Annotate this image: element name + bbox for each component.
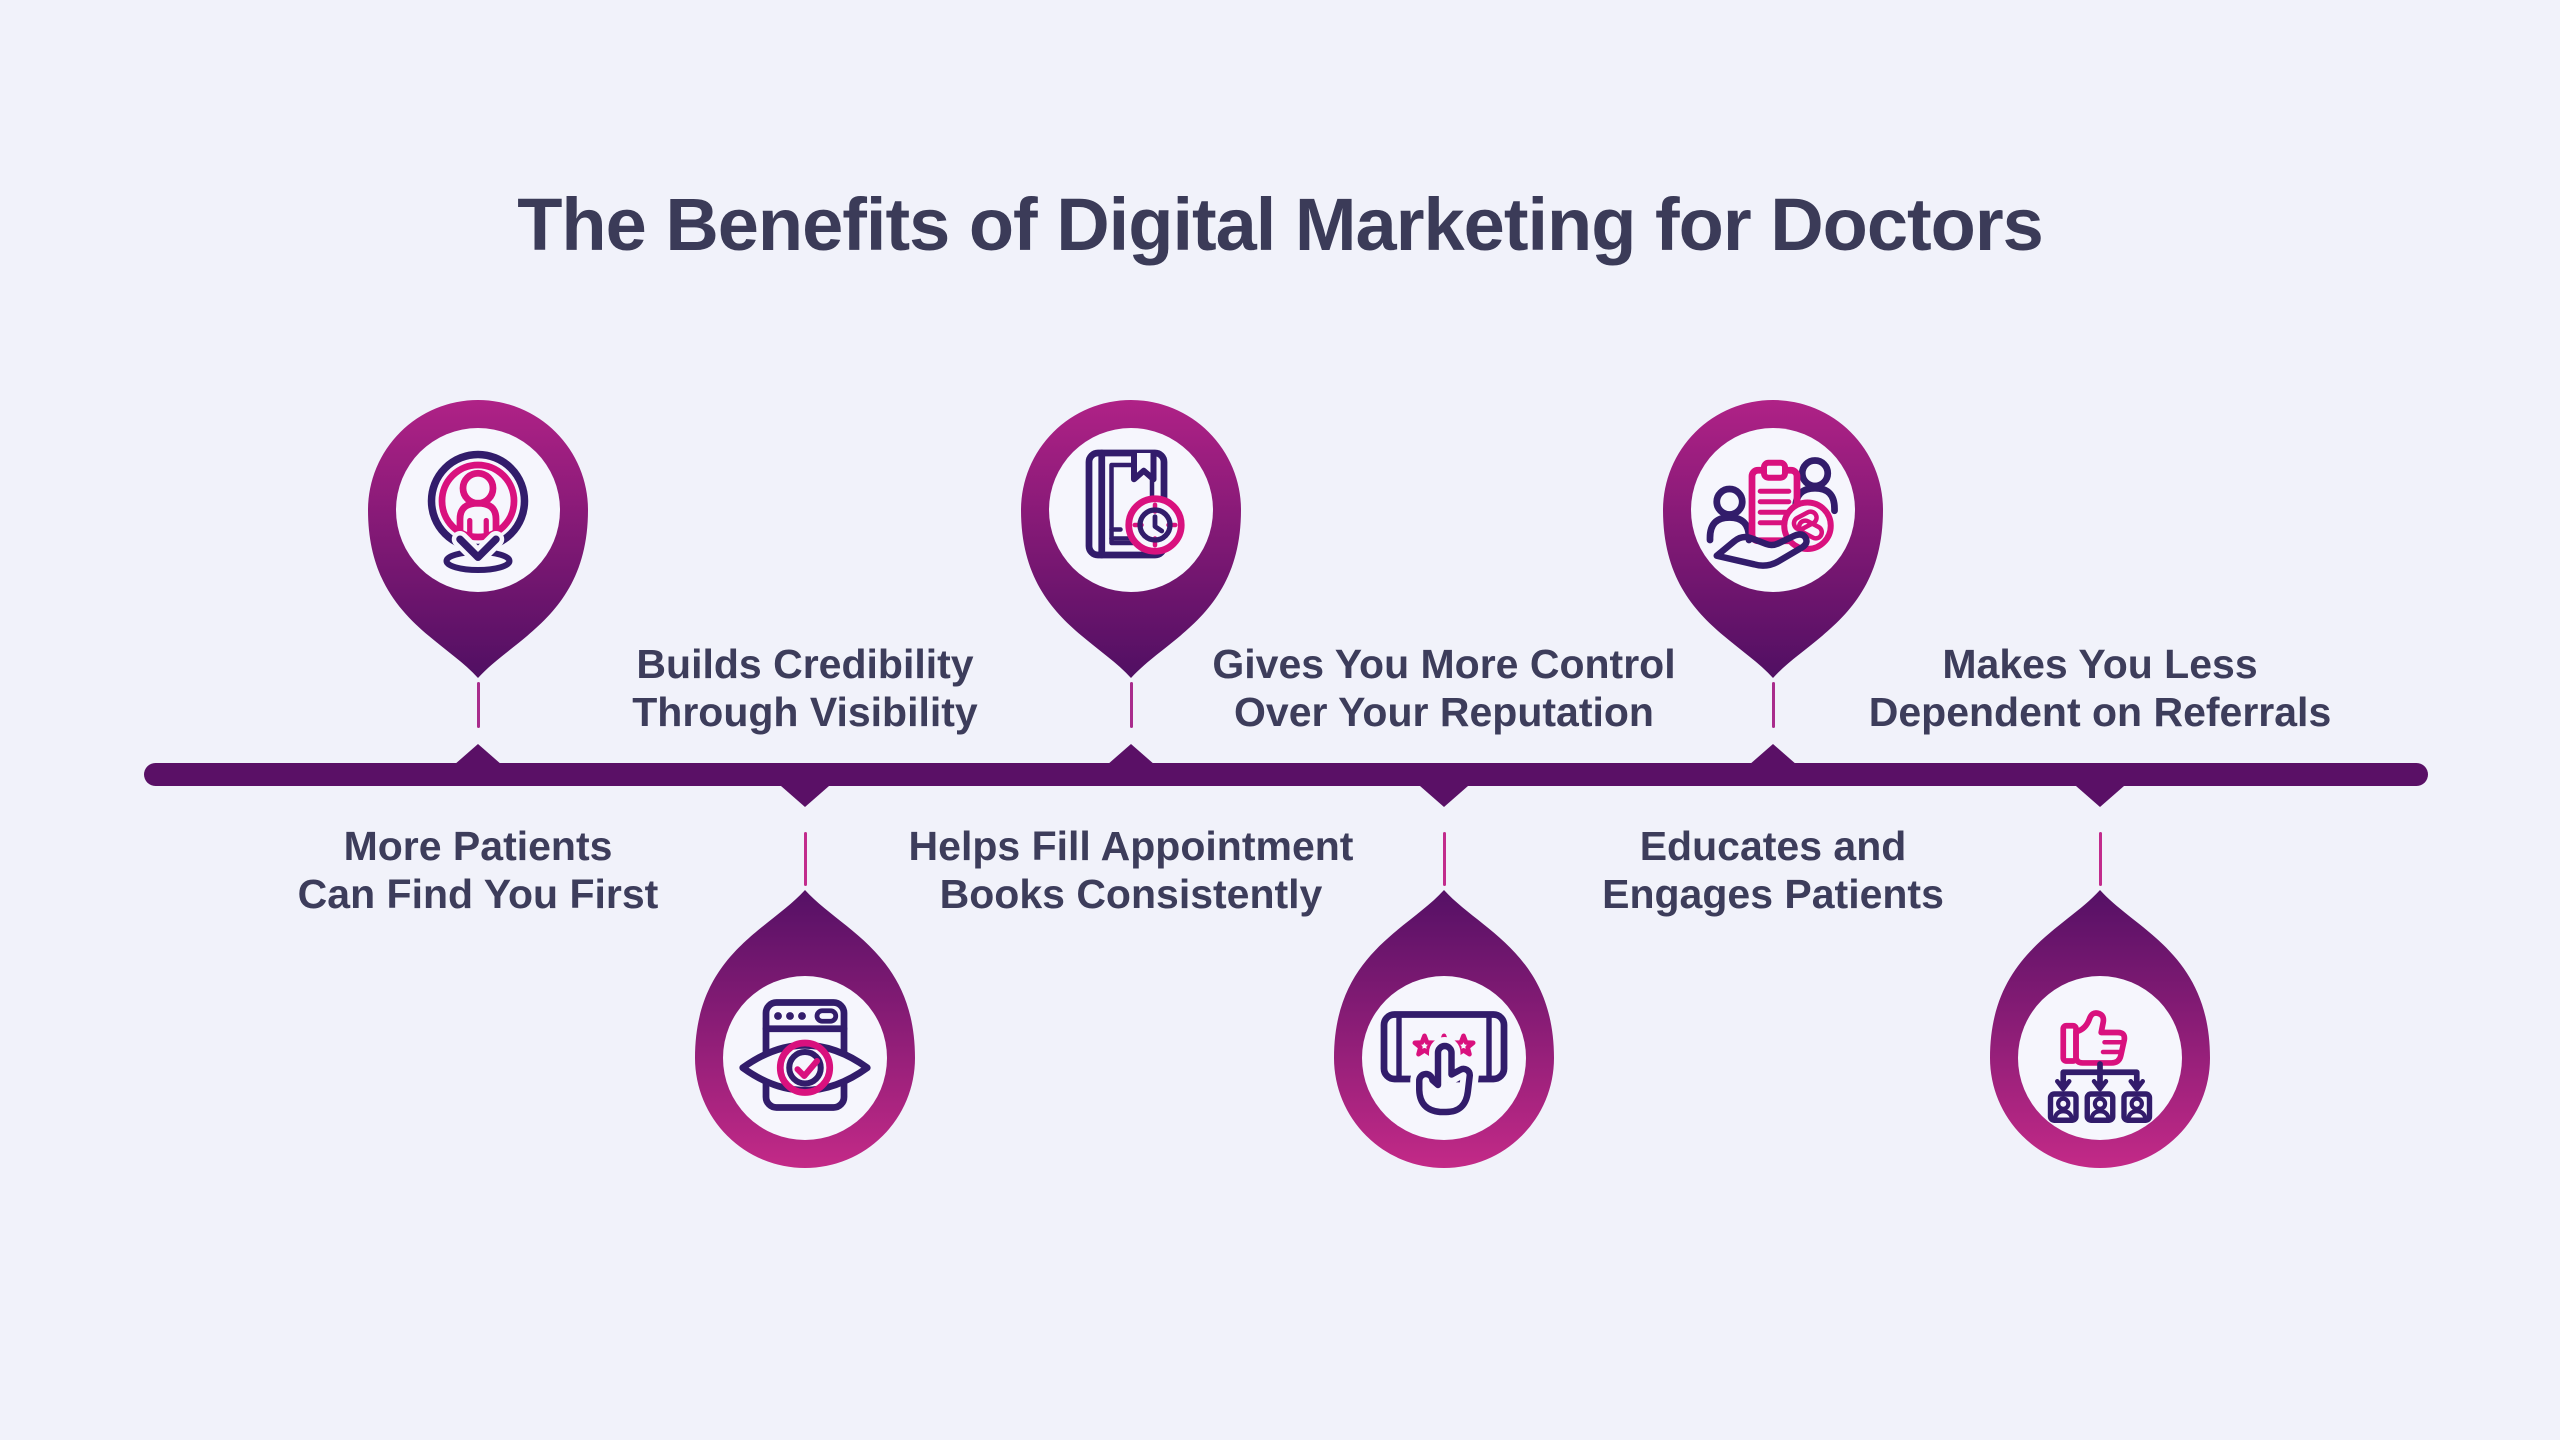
item-label: Makes You Less Dependent on Referrals xyxy=(1868,641,2332,735)
item-label: Builds Credibility Through Visibility xyxy=(632,641,978,735)
timeline-notch xyxy=(781,786,829,807)
connector-line xyxy=(1129,682,1133,728)
item-label: Gives You More Control Over Your Reputat… xyxy=(1212,641,1676,735)
connector-line xyxy=(2098,832,2102,886)
page-title: The Benefits of Digital Marketing for Do… xyxy=(517,182,2044,266)
timeline-notch xyxy=(1749,744,1797,765)
timeline-bar xyxy=(144,763,2428,786)
item-label: Educates and Engages Patients xyxy=(1602,823,1944,917)
pin-marker xyxy=(368,400,588,678)
timeline-notch xyxy=(1420,786,1468,807)
item-label: More Patients Can Find You First xyxy=(297,823,659,917)
pin-marker xyxy=(1663,400,1883,678)
connector-line xyxy=(1442,832,1446,886)
timeline-notch xyxy=(1107,744,1155,765)
pin-marker xyxy=(1990,890,2210,1168)
connector-line xyxy=(1771,682,1775,728)
item-label: Helps Fill Appointment Books Consistentl… xyxy=(908,823,1354,917)
timeline-notch xyxy=(2076,786,2124,807)
connector-line xyxy=(476,682,480,728)
connector-line xyxy=(803,832,807,886)
pin-marker xyxy=(1021,400,1241,678)
timeline-notch xyxy=(454,744,502,765)
pin-marker xyxy=(1334,890,1554,1168)
pin-marker xyxy=(695,890,915,1168)
